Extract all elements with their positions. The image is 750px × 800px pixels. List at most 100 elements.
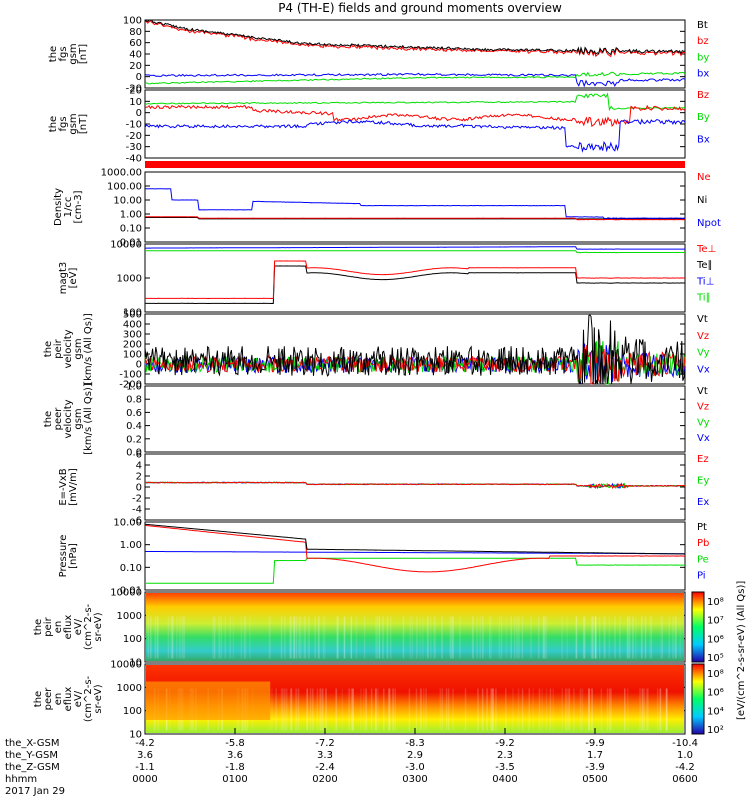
- y-tick-label: 10.00: [113, 196, 142, 207]
- ephemeris-value: -3.0: [405, 762, 425, 773]
- y-tick-label: 1.00: [120, 210, 142, 221]
- y-axis-label: magt3 [eV]: [58, 262, 79, 295]
- y-tick-label: -30: [126, 142, 142, 153]
- ephemeris-name: the_Y-GSM: [5, 750, 58, 761]
- ephemeris-value: 3.3: [317, 750, 333, 761]
- ephemeris-name: the_X-GSM: [5, 738, 59, 749]
- ephemeris-value: 3.6: [227, 750, 243, 761]
- panel-frame: [144, 453, 686, 521]
- y-axis-label: E=-VxB [mV/m]: [58, 468, 79, 506]
- ephemeris-value: -2.4: [315, 762, 335, 773]
- y-tick-label: 0.6: [126, 408, 142, 419]
- y-tick-label: -20: [126, 84, 142, 95]
- y-tick-label: -10: [126, 120, 142, 131]
- y-tick-label: 1.00: [120, 540, 142, 551]
- legend-ni: Ni: [697, 195, 707, 206]
- y-axis-label-line: [km/s (All Qs)]: [83, 383, 94, 455]
- y-axis-label-line: [km/s (All Qs)]: [83, 313, 94, 385]
- y-axis-label-line: the: [43, 341, 54, 357]
- ephemeris-name: the_Z-GSM: [5, 762, 60, 773]
- y-axis-label-line: fgs: [58, 46, 69, 61]
- legend-vz: Vz: [697, 402, 709, 413]
- colorbar-unit-label: [eV/(cm^2-s-sr-eV) (All Qs)]: [736, 581, 747, 720]
- y-tick-label: 500: [123, 310, 142, 321]
- ephemeris-value: -9.9: [585, 738, 605, 749]
- date-label: 2017 Jan 29: [5, 786, 65, 797]
- legend-ne: Ne: [697, 172, 711, 183]
- legend-vt: Vt: [697, 386, 708, 397]
- y-axis-label-line: fgs: [58, 116, 69, 131]
- y-axis-label-line: [mV/m]: [68, 468, 79, 506]
- colorbar-tick: 10⁶: [707, 634, 724, 645]
- legend-te⊥: Te⊥: [696, 244, 716, 255]
- colorbar-tick: 10⁸: [707, 597, 724, 608]
- ephemeris-value: -9.2: [495, 738, 515, 749]
- y-axis-label-line: Pressure: [58, 535, 69, 578]
- ephemeris-value: -7.2: [315, 738, 335, 749]
- colorbar-tick: 10⁷: [707, 616, 724, 627]
- status-bar: [145, 161, 685, 168]
- y-tick-label: 100.00: [107, 182, 142, 193]
- time-tick-label: 0000: [132, 774, 157, 785]
- y-tick-label: -20: [126, 131, 142, 142]
- time-tick-label: 0400: [492, 774, 517, 785]
- legend-pb: Pb: [697, 538, 709, 549]
- y-axis-label-line: velocity: [63, 329, 74, 368]
- y-axis-label-line: peir: [53, 338, 64, 358]
- y-tick-label: 1000: [117, 611, 142, 622]
- y-tick-label: 40: [129, 50, 142, 61]
- y-tick-label: -6: [132, 516, 142, 527]
- ephemeris-value: -10.4: [672, 738, 698, 749]
- ephemeris-value: -4.2: [675, 762, 695, 773]
- y-axis-label-line: eV/: [73, 618, 84, 635]
- y-axis-label-line: peir: [43, 616, 54, 636]
- panel-p10: 10000 1000 100 10 the peer en eflux eV/(cm^2-s-s…: [33, 660, 724, 741]
- ephemeris-value: -3.5: [495, 762, 515, 773]
- panel-p4: 10000 1000 100 magt3 [eV] Te⊥ Te∥ Ti⊥ Ti∥: [58, 240, 716, 319]
- y-tick-label: -40: [126, 154, 142, 165]
- legend-ex: Ex: [697, 497, 709, 508]
- legend-pe: Pe: [697, 554, 709, 565]
- colorbar-tick: 10²: [707, 725, 724, 736]
- y-tick-label: 6: [136, 450, 142, 461]
- y-tick-label: 0.2: [126, 434, 142, 445]
- legend-te∥: Te∥: [696, 260, 713, 271]
- y-tick-label: 0.10: [120, 224, 142, 235]
- legend-bz: Bz: [697, 90, 709, 101]
- y-tick-label: 0.0: [126, 448, 142, 459]
- y-tick-label: -4: [132, 505, 142, 516]
- time-tick-label: 0200: [312, 774, 337, 785]
- legend-bx: bx: [697, 69, 709, 80]
- y-tick-label: -100: [119, 370, 142, 381]
- y-tick-label: 10000: [110, 588, 142, 599]
- y-axis-label-line: magt3: [58, 262, 69, 295]
- y-axis-label-line: the: [48, 116, 59, 132]
- panel-p8: 10.00 1.00 0.10 0.01 Pressure [nPa] Pt Pb Pe Pi: [58, 518, 709, 597]
- ephemeris-value: 1.0: [677, 750, 693, 761]
- y-tick-label: 10: [129, 730, 142, 741]
- y-axis-label-line: [nT]: [78, 114, 89, 134]
- y-tick-label: 0: [136, 483, 142, 494]
- y-tick-label: 0.10: [120, 563, 142, 574]
- colorbar-p9: 10⁸ 10⁷ 10⁶ 10⁵: [691, 591, 724, 664]
- y-axis-label-line: gsm: [73, 338, 84, 359]
- y-tick-label: 60: [129, 38, 142, 49]
- y-axis-label: the fgs gsm [nT]: [48, 113, 89, 134]
- y-tick-label: 2: [136, 472, 142, 483]
- legend-vx: Vx: [697, 364, 710, 375]
- y-tick-label: 100: [123, 308, 142, 319]
- colorbar-tick: 10⁸: [707, 669, 724, 680]
- legend-vy: Vy: [697, 417, 710, 428]
- y-axis-label-line: sr-eV): [93, 684, 104, 713]
- y-axis-label-line: [cm-3]: [73, 190, 84, 223]
- legend-pi: Pi: [697, 571, 706, 582]
- y-tick-label: 10.00: [113, 518, 142, 529]
- y-tick-label: 200: [123, 340, 142, 351]
- ephemeris-value: 2.3: [497, 750, 513, 761]
- time-tick-label: 0300: [402, 774, 427, 785]
- legend-vz: Vz: [697, 331, 709, 342]
